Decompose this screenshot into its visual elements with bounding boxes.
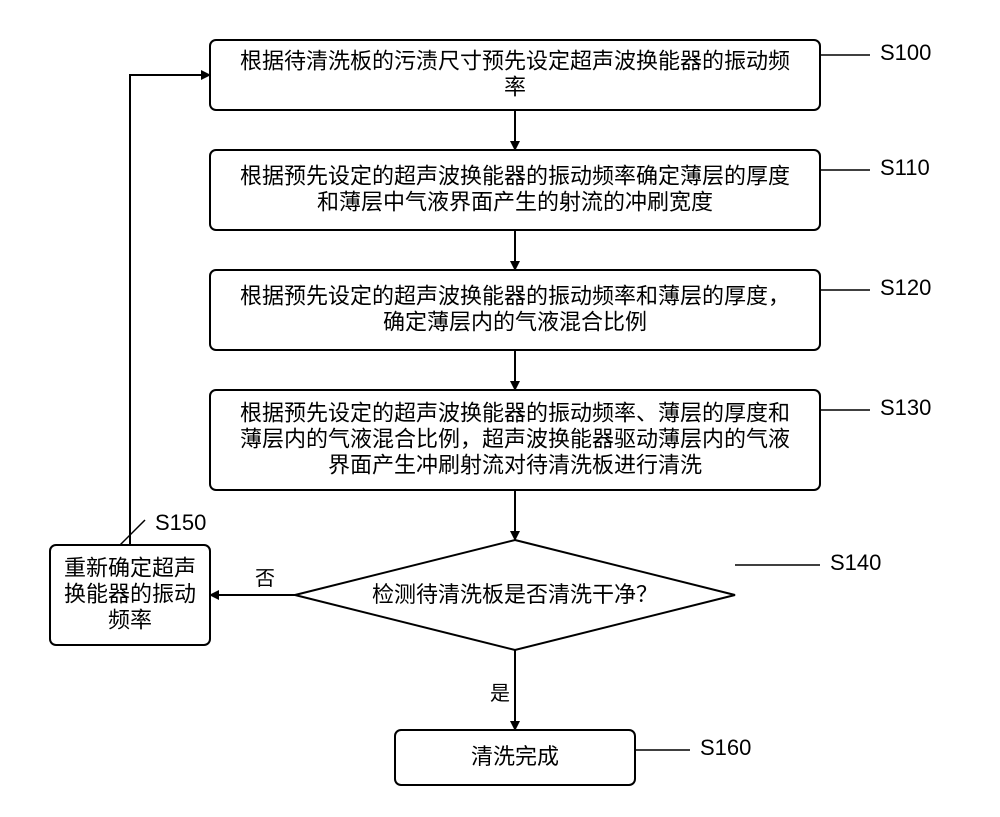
step-label-s130: S130	[880, 395, 931, 420]
node-s100-line-0: 根据待清洗板的污渍尺寸预先设定超声波换能器的振动频	[240, 49, 790, 74]
edge-s150-s100	[130, 75, 210, 545]
node-s130: 根据预先设定的超声波换能器的振动频率、薄层的厚度和薄层内的气液混合比例，超声波换…	[210, 390, 820, 490]
node-s150-line-0: 重新确定超声	[64, 556, 196, 581]
node-s120-line-1: 确定薄层内的气液混合比例	[383, 310, 647, 335]
node-s150: 重新确定超声换能器的振动频率	[50, 545, 210, 645]
step-label-s100: S100	[880, 40, 931, 65]
node-s150-line-2: 频率	[108, 608, 152, 633]
edge-label-s140-s150: 否	[255, 568, 275, 590]
step-label-s160: S160	[700, 735, 751, 760]
step-label-s140: S140	[830, 550, 881, 575]
node-s120: 根据预先设定的超声波换能器的振动频率和薄层的厚度，确定薄层内的气液混合比例	[210, 270, 820, 350]
step-label-s110: S110	[880, 155, 930, 180]
node-s120-line-0: 根据预先设定的超声波换能器的振动频率和薄层的厚度，	[240, 284, 790, 309]
node-s110-line-0: 根据预先设定的超声波换能器的振动频率确定薄层的厚度	[240, 164, 790, 189]
node-s100: 根据待清洗板的污渍尺寸预先设定超声波换能器的振动频率	[210, 40, 820, 110]
node-s130-line-1: 薄层内的气液混合比例，超声波换能器驱动薄层内的气液	[240, 427, 790, 452]
node-s160: 清洗完成	[395, 730, 635, 785]
node-s150-line-1: 换能器的振动	[64, 582, 196, 607]
node-s160-line-0: 清洗完成	[471, 744, 559, 769]
node-s110-line-1: 和薄层中气液界面产生的射流的冲刷宽度	[317, 190, 713, 215]
node-s100-line-1: 率	[504, 75, 526, 100]
node-s140: 检测待清洗板是否清洗干净？	[295, 540, 735, 650]
node-s130-line-0: 根据预先设定的超声波换能器的振动频率、薄层的厚度和	[240, 401, 790, 426]
step-label-s150: S150	[155, 510, 206, 535]
node-s130-line-2: 界面产生冲刷射流对待清洗板进行清洗	[328, 453, 702, 478]
node-s110: 根据预先设定的超声波换能器的振动频率确定薄层的厚度和薄层中气液界面产生的射流的冲…	[210, 150, 820, 230]
flowchart: 是 否 S100 根据待清洗板的污渍尺寸预先设定超声波换能器的振动频率 S110 根据预先…	[0, 0, 1000, 817]
node-s140-text: 检测待清洗板是否清洗干净？	[372, 582, 658, 607]
step-label-s120: S120	[880, 275, 931, 300]
edge-label-s140-s160: 是	[490, 683, 510, 705]
